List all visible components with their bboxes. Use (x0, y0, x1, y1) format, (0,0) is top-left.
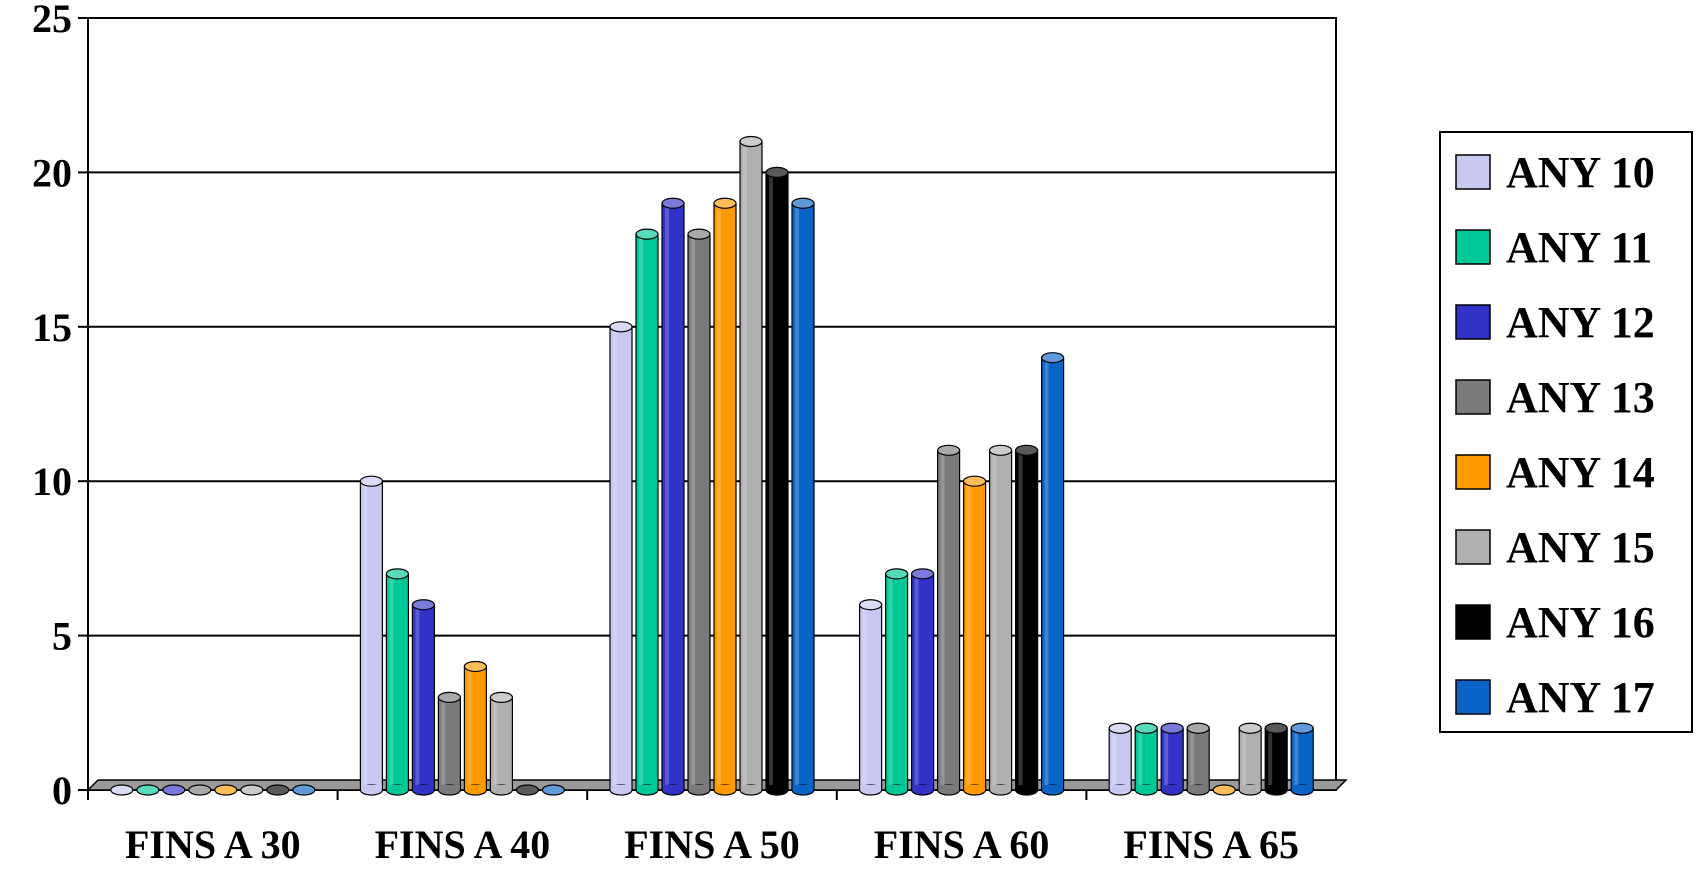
legend-label: ANY 13 (1506, 373, 1655, 422)
bar (162, 784, 186, 796)
legend-swatch (1455, 154, 1491, 190)
bar (1186, 722, 1210, 796)
bar (687, 228, 711, 796)
bar (661, 197, 685, 796)
legend-item: ANY 13 (1455, 373, 1655, 422)
y-tick-label: 0 (52, 768, 72, 813)
legend-label: ANY 15 (1506, 523, 1655, 572)
x-category-label: FINS A 40 (375, 822, 551, 865)
legend-label: ANY 17 (1506, 673, 1655, 722)
bar (136, 784, 160, 796)
bar (240, 784, 264, 796)
legend-label: ANY 11 (1506, 223, 1652, 272)
bar (385, 568, 409, 796)
bar (1014, 444, 1039, 796)
legend-swatch (1455, 679, 1491, 715)
bar (936, 444, 961, 796)
bar (463, 660, 487, 796)
bar (188, 784, 212, 796)
legend-swatch (1455, 454, 1491, 490)
bar (791, 197, 815, 796)
bar (739, 135, 763, 796)
x-category-label: FINS A 60 (874, 822, 1050, 865)
x-category-label: FINS A 65 (1123, 822, 1299, 865)
bar (1212, 784, 1236, 796)
legend-item: ANY 16 (1455, 598, 1655, 647)
x-category-label: FINS A 30 (125, 822, 301, 865)
bar (292, 784, 316, 796)
bar (713, 197, 737, 796)
bar (609, 321, 633, 796)
legend: ANY 10 ANY 11 ANY 12 ANY 13 ANY 14 ANY 15 ANY … (1439, 131, 1693, 733)
legend-label: ANY 14 (1506, 448, 1655, 497)
bar (1238, 722, 1262, 796)
y-tick-label: 5 (52, 614, 72, 659)
bar (1160, 722, 1184, 796)
bar (489, 691, 513, 796)
bar (635, 228, 659, 796)
legend-label: ANY 16 (1506, 598, 1655, 647)
y-tick-label: 10 (32, 459, 72, 504)
y-tick-label: 15 (32, 305, 72, 350)
legend-swatch (1455, 229, 1491, 265)
legend-label: ANY 10 (1506, 148, 1655, 197)
bar (1108, 722, 1132, 796)
bar (962, 475, 987, 796)
plot-area (86, 17, 1348, 791)
bar (110, 784, 134, 796)
bar (359, 475, 383, 796)
bar (910, 568, 935, 796)
axis-layer: 0 5 10 15 20 25 FINS A 30 FINS A 40 FINS A 50 FIN… (32, 0, 1299, 867)
bar (1264, 722, 1288, 796)
bar (765, 166, 789, 796)
bar (515, 784, 540, 796)
legend-swatch (1455, 529, 1491, 565)
bar (541, 784, 566, 796)
bar (266, 784, 290, 796)
bar (437, 691, 461, 796)
bar (884, 568, 909, 796)
legend-swatch (1455, 604, 1491, 640)
x-category-label: FINS A 50 (624, 822, 800, 865)
bar (411, 599, 435, 796)
bar (858, 599, 883, 796)
bar (214, 784, 238, 796)
legend-item: ANY 15 (1455, 523, 1655, 572)
legend-swatch (1455, 379, 1491, 415)
legend-item: ANY 11 (1455, 223, 1652, 272)
plot-frame (87, 17, 1337, 791)
legend-item: ANY 12 (1455, 298, 1655, 347)
legend-swatch (1455, 304, 1491, 340)
bar (1134, 722, 1158, 796)
bar (988, 444, 1013, 796)
bars-layer (110, 135, 1314, 796)
y-tick-label: 20 (32, 150, 72, 195)
y-tick-label: 25 (32, 0, 72, 41)
legend-item: ANY 14 (1455, 448, 1655, 497)
legend-item: ANY 17 (1455, 673, 1655, 722)
legend-label: ANY 12 (1506, 298, 1655, 347)
bar (1040, 352, 1065, 796)
bar (1290, 722, 1314, 796)
legend-item: ANY 10 (1455, 148, 1655, 197)
